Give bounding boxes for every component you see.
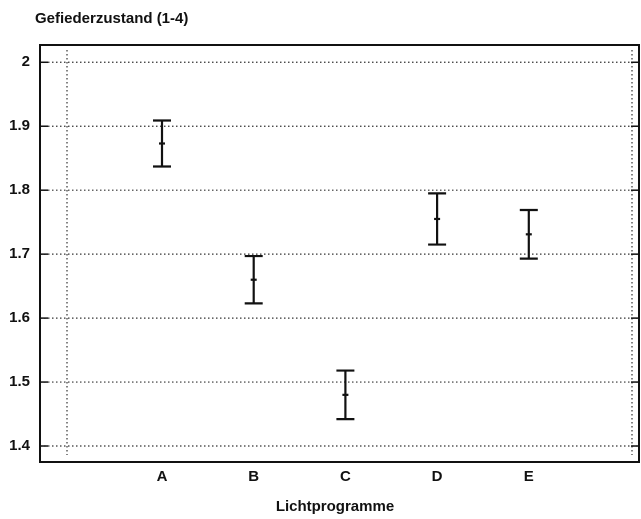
plot-frame <box>39 44 640 463</box>
chart-title: Gefiederzustand (1-4) <box>35 10 188 27</box>
x-tick-label: B <box>248 468 259 485</box>
x-tick-label: E <box>524 468 534 485</box>
x-tick-label: D <box>432 468 443 485</box>
x-axis-label: Lichtprogramme <box>276 498 394 515</box>
x-tick-label: A <box>157 468 168 485</box>
y-tick-label: 1.8 <box>9 181 30 198</box>
y-tick-label: 1.4 <box>9 437 31 454</box>
y-tick-label: 2 <box>22 53 30 70</box>
y-tick-label: 1.7 <box>9 245 30 262</box>
y-tick-label: 1.9 <box>9 117 30 134</box>
y-tick-label: 1.5 <box>9 373 30 390</box>
x-tick-label: C <box>340 468 351 485</box>
y-tick-label: 1.6 <box>9 309 30 326</box>
